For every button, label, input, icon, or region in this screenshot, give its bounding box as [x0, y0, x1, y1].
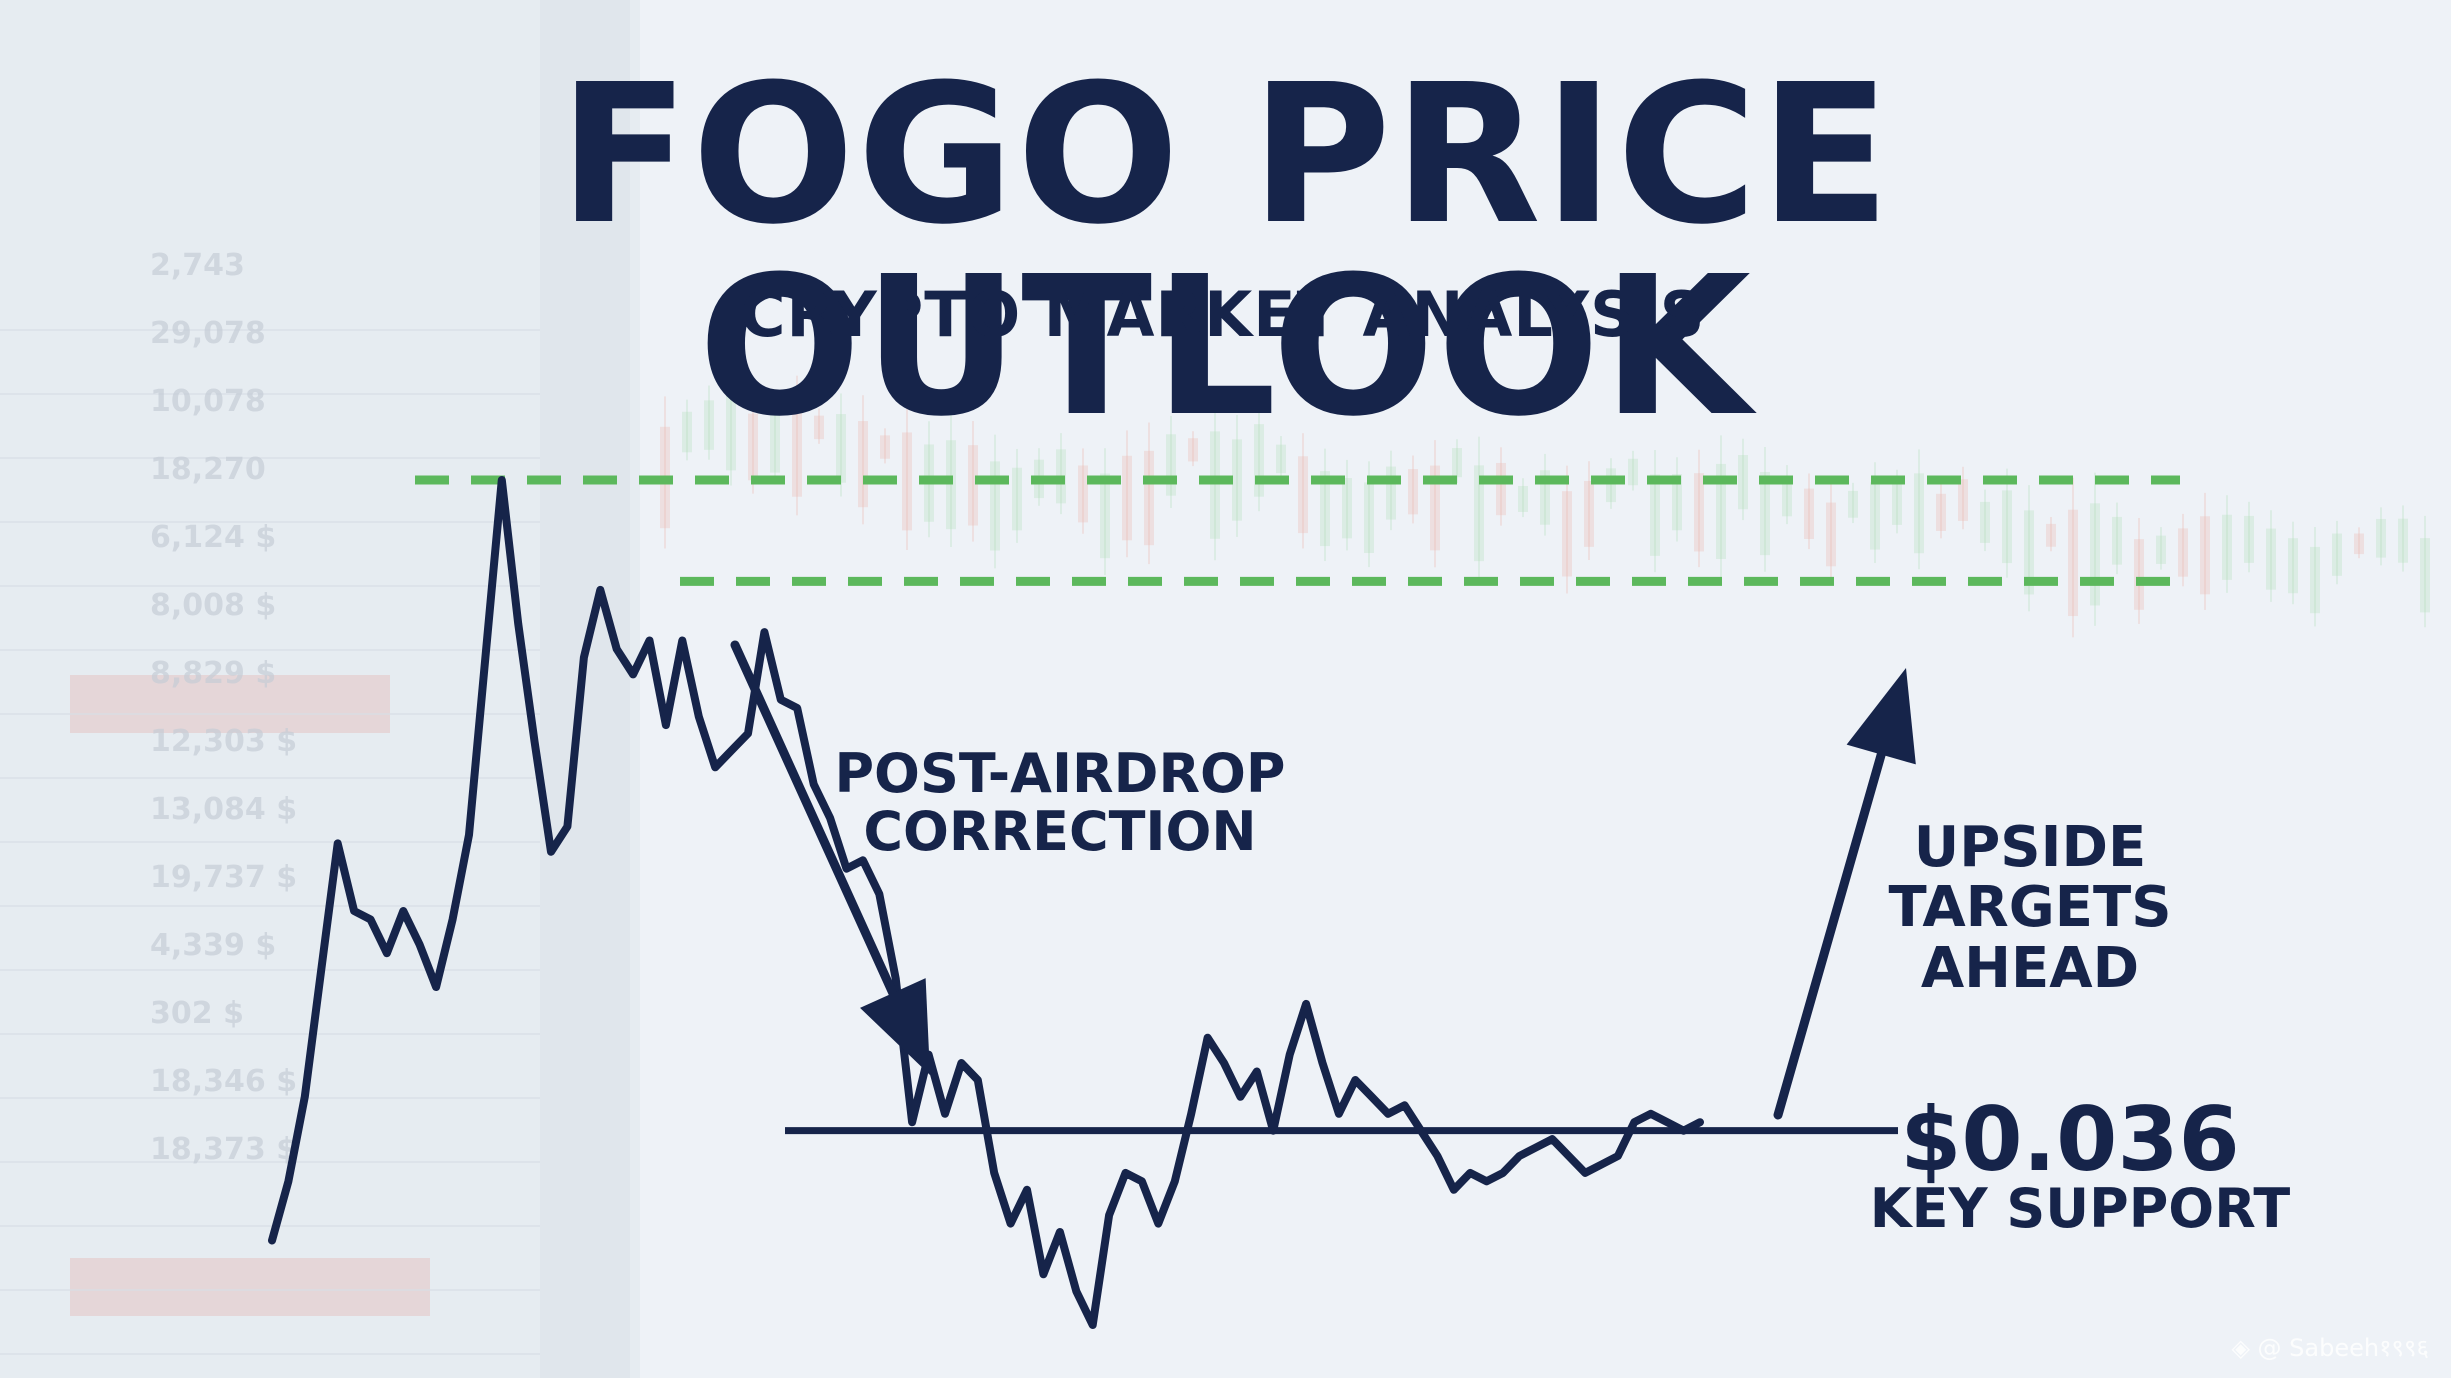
upside-arrow-shaft	[1773, 750, 1886, 1120]
support-description-label: KEY SUPPORT	[1869, 1177, 2291, 1240]
page-subtitle: CRYPTO MARKET ANALYSIS	[740, 278, 1706, 351]
upside-arrow	[1773, 668, 1916, 1120]
upside-arrow-head	[1846, 668, 1916, 765]
correction-line-1: POST-AIRDROP	[834, 742, 1286, 805]
price-line	[268, 476, 1704, 1329]
upside-line-2: TARGETS	[1888, 875, 2172, 941]
correction-annotation: POST-AIRDROP CORRECTION	[790, 742, 1330, 864]
upside-annotation: UPSIDE TARGETS AHEAD	[1840, 815, 2220, 1001]
page-title: FOGO PRICE OUTLOOK	[558, 44, 1893, 459]
support-price-label: $0.036	[1900, 1088, 2240, 1191]
correction-arrow-head	[860, 978, 930, 1075]
upside-line-3: AHEAD	[1920, 935, 2140, 1001]
correction-line-2: CORRECTION	[863, 800, 1257, 864]
correction-arrow-shaft	[730, 640, 898, 998]
correction-arrow	[730, 640, 930, 1075]
upside-line-1: UPSIDE	[1913, 815, 2147, 880]
watermark: ◈ @ Sabeeh१९९६	[2231, 1334, 2429, 1362]
